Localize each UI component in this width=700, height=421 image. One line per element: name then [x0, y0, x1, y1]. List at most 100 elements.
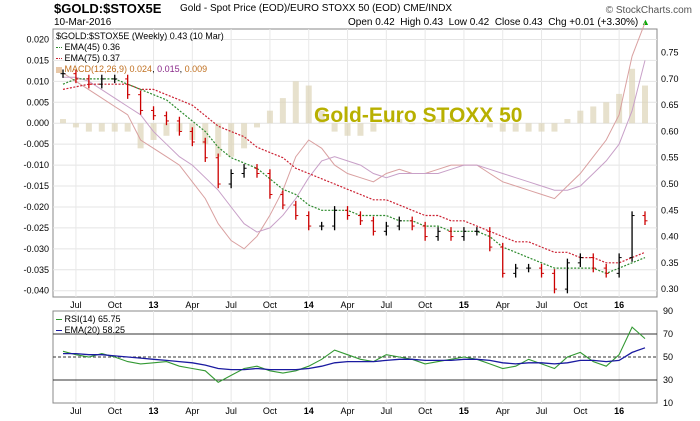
x-tick-label: Jul	[381, 300, 393, 310]
macd-hist-bar	[370, 123, 377, 132]
main-lines	[62, 22, 646, 275]
legend-price: $GOLD:$STOX5E (Weekly) 0.43 (10 Mar)	[56, 31, 224, 41]
low-value: Low 0.42	[448, 17, 490, 28]
x-tick-label: Apr	[341, 300, 355, 310]
macd-hist-bar	[292, 81, 299, 124]
x-tick-label: 13	[149, 300, 159, 310]
rsi-x-tick-label: Oct	[418, 406, 433, 416]
left-tick-label: -0.005	[23, 139, 49, 149]
macd-hist-bar	[616, 93, 623, 124]
legend-ema45: EMA(45) 0.36	[56, 42, 120, 52]
rsi-line	[62, 326, 646, 383]
macd-hist-bar	[254, 123, 260, 128]
rsi-x-tick-label: Jul	[70, 406, 82, 416]
right-tick-label: 0.50	[661, 179, 679, 189]
macd-line	[62, 22, 646, 250]
rsi-tick-label: 50	[663, 352, 673, 362]
right-tick-label: 0.45	[661, 205, 679, 215]
x-tick-label: Oct	[263, 300, 278, 310]
date-label: 10-Mar-2016	[54, 17, 112, 28]
ema75-line	[62, 83, 646, 264]
left-tick-label: 0.005	[26, 97, 49, 107]
macd-hist-bar	[512, 123, 519, 132]
chart-watermark: Gold-Euro STOXX 50	[314, 104, 523, 127]
left-tick-label: -0.020	[23, 202, 49, 212]
x-tick-label: Oct	[573, 300, 588, 310]
macd-hist-bar	[111, 123, 118, 132]
rsi-x-tick-label: Oct	[263, 406, 278, 416]
left-tick-label: 0.000	[26, 118, 49, 128]
macd-hist-bar	[241, 123, 248, 149]
macd-hist-bar	[590, 106, 597, 124]
legend-hist-label: 0.009	[184, 64, 208, 74]
left-tick-label: -0.040	[23, 286, 49, 296]
rsi-x-tick-label: 14	[304, 406, 314, 416]
rsi-x-tick-label: 16	[614, 406, 624, 416]
macd-hist-bar	[577, 110, 584, 124]
macd-hist-bar	[642, 85, 648, 124]
macd-hist-bar	[422, 123, 429, 125]
macd-hist-bar	[72, 123, 79, 128]
macd-swatch-icon	[56, 66, 62, 73]
macd-hist-bar	[266, 110, 273, 124]
left-tick-label: 0.020	[26, 34, 49, 44]
macd-hist-bar	[486, 123, 493, 128]
ticker-description: Gold - Spot Price (EOD)/EURO STOXX 50 (E…	[180, 3, 453, 14]
macd-hist-bar	[564, 119, 571, 124]
macd-signal-line	[63, 60, 646, 233]
rsi-x-tick-label: Jul	[225, 406, 237, 416]
legend-macd: MACD(12,26,9) 0.024, 0.015, 0.009	[56, 64, 207, 74]
brand-logo[interactable]: © StockCharts.com	[605, 5, 692, 16]
macd-hist-bar	[357, 123, 364, 136]
left-tick-label: -0.025	[23, 223, 49, 233]
right-tick-label: 0.35	[661, 258, 679, 268]
rsi-tick-label: 10	[663, 398, 673, 408]
macd-hist-bar	[60, 119, 66, 124]
x-tick-label: Oct	[108, 300, 123, 310]
macd-hist-bar	[202, 123, 209, 145]
rsi-x-tick-label: Apr	[185, 406, 199, 416]
macd-hist-bar	[499, 123, 506, 132]
rsi-legend-label: RSI(14) 65.75	[64, 314, 121, 324]
rsi-tick-label: 90	[663, 306, 673, 316]
right-tick-label: 0.30	[661, 284, 679, 294]
macd-hist-bar	[448, 119, 454, 124]
ticker-symbol: $GOLD:$STOX5E	[54, 1, 162, 16]
macd-hist-bar	[98, 123, 105, 132]
up-arrow-icon: ▲	[641, 17, 650, 27]
ema45-swatch-icon	[56, 47, 62, 49]
macd-hist-bar	[279, 98, 286, 124]
change-value: Chg +0.01 (+3.30%)	[548, 17, 639, 28]
rsi-tick-label: 30	[663, 375, 673, 385]
right-tick-label: 0.40	[661, 232, 679, 242]
open-value: Open 0.42	[348, 17, 395, 28]
x-tick-label: Oct	[418, 300, 433, 310]
right-tick-label: 0.70	[661, 74, 679, 84]
macd-hist-bar	[460, 123, 467, 125]
rsi-x-tick-label: Jul	[381, 406, 393, 416]
high-value: High 0.43	[400, 17, 444, 28]
macd-hist-bar	[85, 123, 92, 132]
macd-hist-bar	[305, 85, 312, 124]
close-value: Close 0.43	[494, 17, 543, 28]
rsi-legend: RSI(14) 65.75	[56, 314, 121, 324]
macd-hist-bar	[163, 123, 170, 136]
left-tick-label: -0.015	[23, 181, 49, 191]
right-tick-label: 0.60	[661, 126, 679, 136]
x-tick-label: 16	[614, 300, 624, 310]
quote-line: Open 0.42 High 0.43 Low 0.42 Close 0.43 …	[348, 17, 650, 28]
x-tick-label: Jul	[536, 300, 548, 310]
rsi-ema-legend: EMA(20) 58.25	[56, 325, 125, 335]
right-tick-label: 0.75	[661, 48, 679, 58]
macd-hist-bar	[603, 102, 610, 124]
rsi-ema-legend-label: EMA(20) 58.25	[64, 325, 126, 335]
rsi-x-tick-label: Jul	[536, 406, 548, 416]
left-tick-label: -0.010	[23, 160, 49, 170]
macd-hist-bar	[215, 123, 222, 157]
macd-hist-bar	[435, 119, 442, 124]
rsi-swatch-icon	[56, 319, 62, 321]
rsi-panel: 90 70 50 30 10 Jul Oct 13 Apr Jul Oct 14 Apr Jul Oct 15…	[52, 306, 673, 416]
x-tick-label: Apr	[185, 300, 199, 310]
legend-ema45-label: EMA(45) 0.36	[64, 42, 121, 52]
